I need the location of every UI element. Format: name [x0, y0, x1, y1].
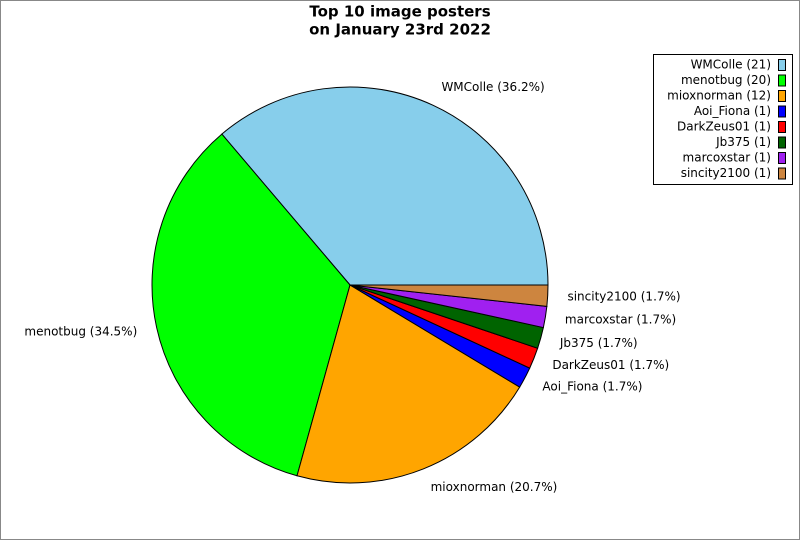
slice-label: DarkZeus01 (1.7%)	[552, 358, 669, 372]
legend-swatch	[778, 105, 786, 118]
legend-label: mioxnorman (12)	[667, 89, 771, 103]
slice-label: WMColle (36.2%)	[441, 80, 544, 94]
pie-slice	[349, 284, 549, 307]
slice-label: sincity2100 (1.7%)	[567, 289, 680, 303]
slice-label: mioxnorman (20.7%)	[431, 480, 558, 494]
legend-label: Aoi_Fiona (1)	[694, 104, 771, 118]
slice-label: Jb375 (1.7%)	[559, 336, 638, 350]
chart-title: on January 23rd 2022	[309, 21, 491, 39]
legend-label: marcoxstar (1)	[683, 151, 771, 165]
legend-label: menotbug (20)	[681, 73, 771, 87]
legend-label: DarkZeus01 (1)	[677, 120, 771, 134]
legend-swatch	[778, 121, 786, 133]
legend-label: sincity2100 (1)	[681, 166, 771, 180]
pie-slice	[221, 86, 549, 286]
legend-label: Jb375 (1)	[715, 135, 771, 149]
legend-swatch	[778, 74, 786, 87]
pie-slice	[151, 133, 351, 477]
legend-label: WMColle (21)	[691, 58, 771, 72]
legend-swatch	[778, 167, 786, 180]
legend-box	[653, 54, 793, 185]
legend-swatch	[778, 90, 786, 102]
legend-swatch	[778, 59, 786, 71]
legend-swatch	[778, 136, 786, 149]
slice-label: Aoi_Fiona (1.7%)	[542, 380, 642, 394]
slice-label: marcoxstar (1.7%)	[565, 313, 676, 327]
pie-slice	[296, 284, 521, 484]
chart-title: Top 10 image posters	[309, 3, 490, 21]
legend-swatch	[778, 152, 786, 164]
slice-label: menotbug (34.5%)	[24, 324, 137, 338]
